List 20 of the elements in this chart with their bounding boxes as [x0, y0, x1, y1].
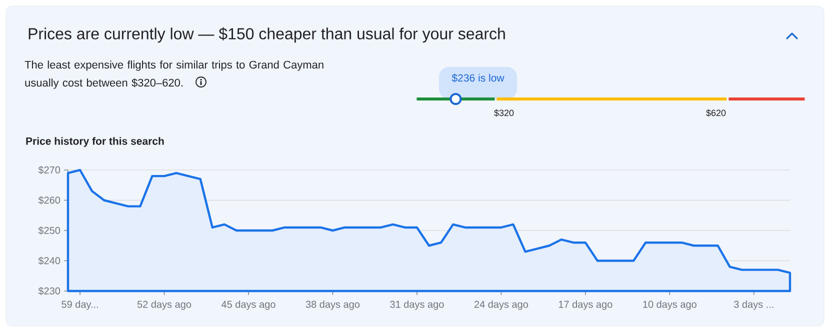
text: $236 is low: [452, 74, 504, 82]
text: $620: [706, 109, 726, 117]
x-tick-label: 3 days ...: [734, 300, 774, 310]
y-tick-label: $260: [38, 196, 60, 204]
x-tick-label: 45 days ago: [221, 300, 276, 310]
x-tick-label: 24 days ago: [474, 300, 528, 310]
y-tick-label: $270: [38, 166, 60, 174]
x-tick-label: 38 days ago: [306, 300, 360, 310]
x-tick-label: 10 days ago: [643, 300, 696, 310]
x-tick-label: 17 days ago: [558, 300, 612, 310]
chart-subtitle: The least expensive flights for similar trips to Grand Cayman usually cost between $320–620.: [24, 60, 324, 89]
chart-title: Prices are currently low — $150 cheaper than usual for your search: [28, 27, 505, 43]
x-tick-label: 52 days ago: [137, 300, 192, 310]
text: Price history for this search: [26, 137, 164, 147]
x-tick-label: 31 days ago: [390, 300, 444, 310]
text: $320: [494, 109, 514, 117]
x-tick-label: 59 day...: [62, 300, 98, 310]
y-tick-label: $250: [38, 226, 60, 235]
y-tick-label: $230: [38, 286, 60, 296]
y-tick-label: $240: [38, 256, 60, 265]
